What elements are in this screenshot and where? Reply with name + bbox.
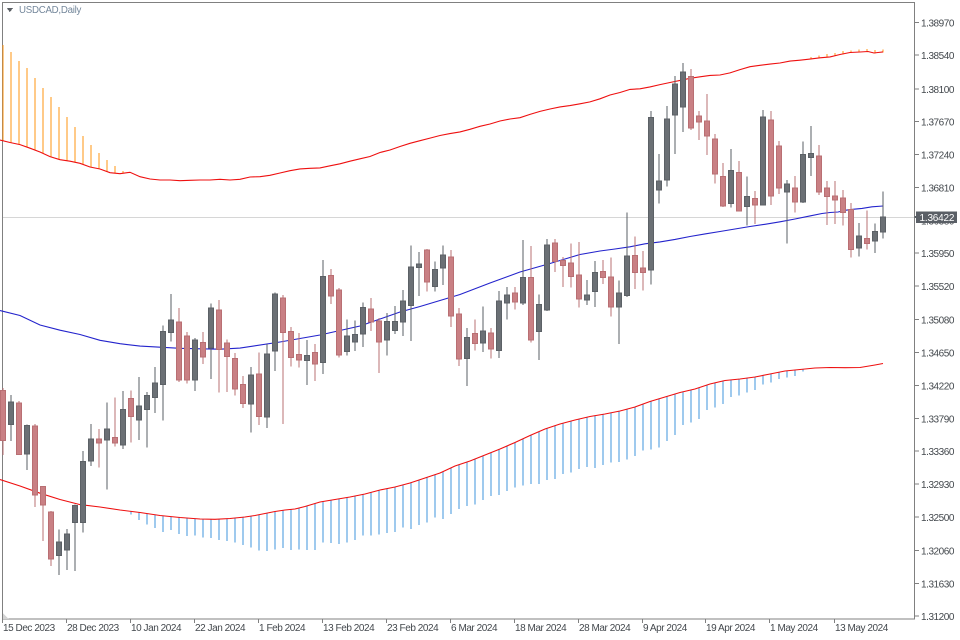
- svg-text:1.36810: 1.36810: [921, 183, 955, 194]
- svg-text:1.37670: 1.37670: [921, 118, 955, 129]
- svg-text:22 Jan 2024: 22 Jan 2024: [195, 623, 246, 634]
- svg-text:1.35520: 1.35520: [921, 282, 955, 293]
- svg-text:10 Jan 2024: 10 Jan 2024: [131, 623, 182, 634]
- svg-text:1.36422: 1.36422: [920, 213, 955, 224]
- svg-text:USDCAD,Daily: USDCAD,Daily: [19, 5, 82, 16]
- svg-text:9 Apr 2024: 9 Apr 2024: [643, 623, 688, 634]
- svg-text:1.32060: 1.32060: [921, 547, 955, 558]
- svg-text:19 Apr 2024: 19 Apr 2024: [706, 623, 756, 634]
- svg-text:1.31630: 1.31630: [921, 579, 955, 590]
- svg-text:28 Dec 2023: 28 Dec 2023: [67, 623, 120, 634]
- svg-text:1.38970: 1.38970: [921, 18, 955, 29]
- svg-text:1.34220: 1.34220: [921, 381, 955, 392]
- svg-text:1.35080: 1.35080: [921, 316, 955, 327]
- svg-text:28 Mar 2024: 28 Mar 2024: [579, 623, 631, 634]
- svg-text:1.38540: 1.38540: [921, 51, 955, 62]
- svg-text:23 Feb 2024: 23 Feb 2024: [387, 623, 439, 634]
- svg-text:1.33790: 1.33790: [921, 414, 955, 425]
- svg-text:15 Dec 2023: 15 Dec 2023: [3, 623, 56, 634]
- svg-text:1.37240: 1.37240: [921, 151, 955, 162]
- svg-text:1.32930: 1.32930: [921, 480, 955, 491]
- svg-text:1.32500: 1.32500: [921, 513, 955, 524]
- svg-text:1.31200: 1.31200: [921, 612, 955, 623]
- svg-text:1.33360: 1.33360: [921, 447, 955, 458]
- svg-text:1.34650: 1.34650: [921, 349, 955, 360]
- svg-text:13 May 2024: 13 May 2024: [835, 623, 889, 634]
- svg-text:6 Mar 2024: 6 Mar 2024: [451, 623, 498, 634]
- svg-text:1 Feb 2024: 1 Feb 2024: [259, 623, 306, 634]
- svg-text:1.38100: 1.38100: [921, 85, 955, 96]
- svg-text:13 Feb 2024: 13 Feb 2024: [323, 623, 375, 634]
- svg-text:1.35950: 1.35950: [921, 249, 955, 260]
- svg-text:18 Mar 2024: 18 Mar 2024: [515, 623, 567, 634]
- svg-text:1 May 2024: 1 May 2024: [770, 623, 819, 634]
